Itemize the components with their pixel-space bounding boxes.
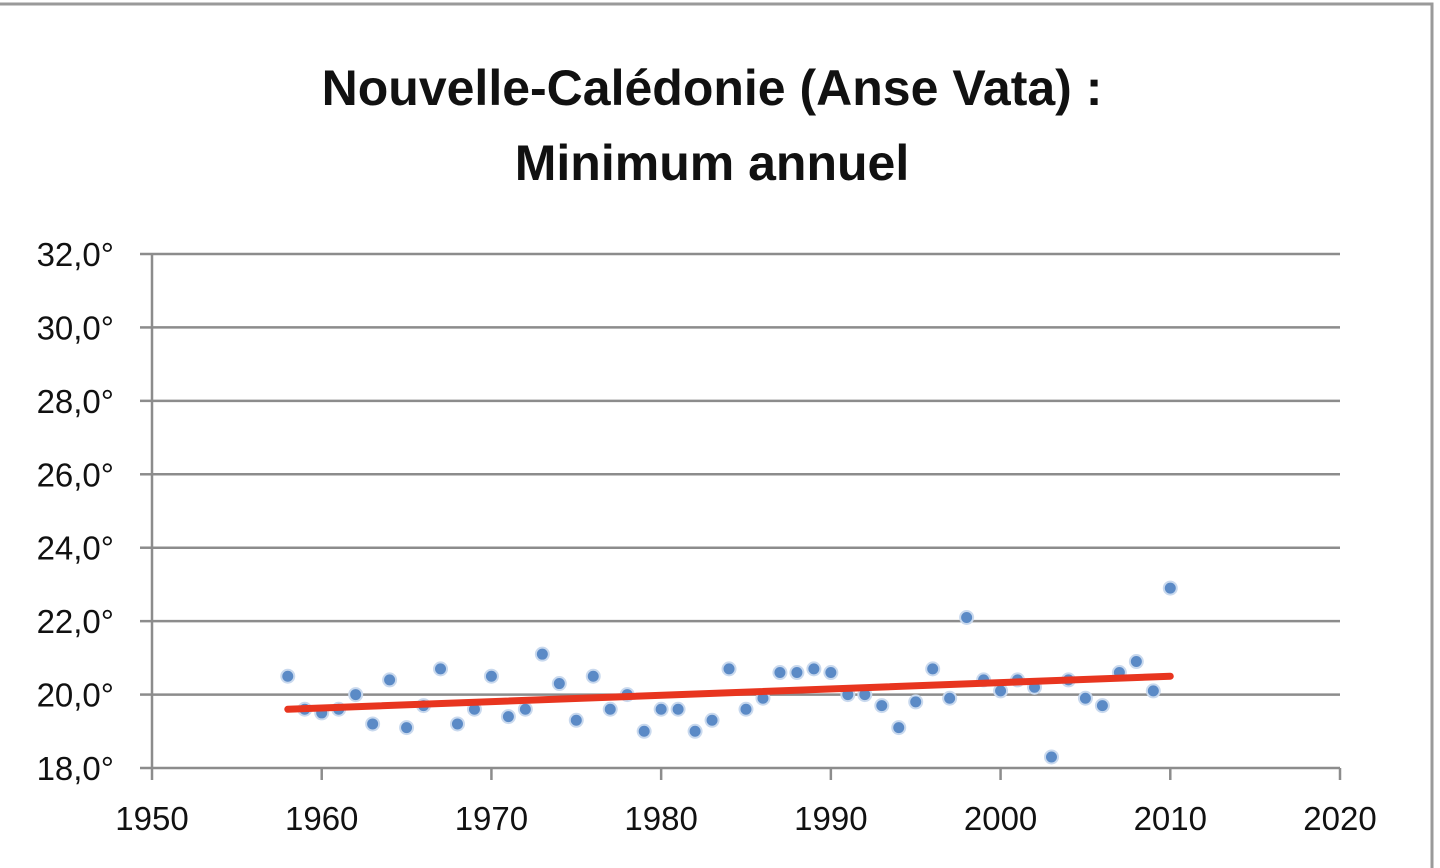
x-tick-label: 1970 xyxy=(455,800,528,837)
data-point xyxy=(1077,690,1093,706)
data-point xyxy=(534,646,550,662)
gridlines xyxy=(152,252,1340,696)
data-point xyxy=(789,665,805,681)
trendline-layer xyxy=(284,672,1174,713)
y-tick-label: 24,0° xyxy=(37,530,114,567)
x-tick-label: 1980 xyxy=(624,800,697,837)
data-point xyxy=(891,720,907,736)
data-point xyxy=(585,668,601,684)
data-point xyxy=(925,661,941,677)
data-point xyxy=(1094,698,1110,714)
data-point xyxy=(1043,749,1059,765)
data-point xyxy=(772,665,788,681)
data-point xyxy=(653,701,669,717)
data-point xyxy=(942,690,958,706)
data-point xyxy=(348,687,364,703)
x-tick-label: 2010 xyxy=(1134,800,1207,837)
data-point xyxy=(721,661,737,677)
data-point xyxy=(433,661,449,677)
axes xyxy=(140,252,1342,780)
data-point xyxy=(568,712,584,728)
x-tick-label: 2020 xyxy=(1303,800,1376,837)
data-point xyxy=(500,709,516,725)
chart-title-line-1: Nouvelle-Calédonie (Anse Vata) : xyxy=(322,60,1103,116)
data-point xyxy=(704,712,720,728)
x-axis-tick-labels: 1950 1960 1970 1980 1990 2000 2010 2020 xyxy=(115,800,1376,837)
data-point xyxy=(517,701,533,717)
data-point xyxy=(670,701,686,717)
data-point xyxy=(738,701,754,717)
x-tick-label: 1990 xyxy=(794,800,867,837)
data-point xyxy=(806,661,822,677)
data-point xyxy=(874,698,890,714)
data-point xyxy=(602,701,618,717)
data-point xyxy=(399,720,415,736)
y-tick-label: 22,0° xyxy=(37,603,114,640)
data-point xyxy=(1145,683,1161,699)
data-points xyxy=(280,580,1178,765)
data-point xyxy=(823,665,839,681)
data-point xyxy=(551,676,567,692)
y-tick-label: 28,0° xyxy=(37,383,114,420)
trendline xyxy=(284,672,1174,713)
data-point xyxy=(483,668,499,684)
chart-title-line-2: Minimum annuel xyxy=(515,135,909,191)
data-point xyxy=(993,683,1009,699)
data-point xyxy=(365,716,381,732)
x-tick-label: 2000 xyxy=(964,800,1037,837)
data-point xyxy=(449,716,465,732)
y-tick-label: 20,0° xyxy=(37,677,114,714)
chart-title: Nouvelle-Calédonie (Anse Vata) : Minimum… xyxy=(322,60,1103,191)
data-point xyxy=(280,668,296,684)
y-tick-label: 32,0° xyxy=(37,236,114,273)
data-point xyxy=(382,672,398,688)
data-point xyxy=(1162,580,1178,596)
y-axis-tick-labels: 18,0° 20,0° 22,0° 24,0° 26,0° 28,0° 30,0° 32,0° xyxy=(37,236,114,787)
y-tick-label: 26,0° xyxy=(37,456,114,493)
x-tick-label: 1960 xyxy=(285,800,358,837)
y-tick-label: 30,0° xyxy=(37,309,114,346)
data-point xyxy=(959,609,975,625)
data-point xyxy=(1128,654,1144,670)
y-tick-label: 18,0° xyxy=(37,750,114,787)
x-tick-label: 1950 xyxy=(115,800,188,837)
data-point xyxy=(636,723,652,739)
data-point xyxy=(908,694,924,710)
data-point xyxy=(687,723,703,739)
